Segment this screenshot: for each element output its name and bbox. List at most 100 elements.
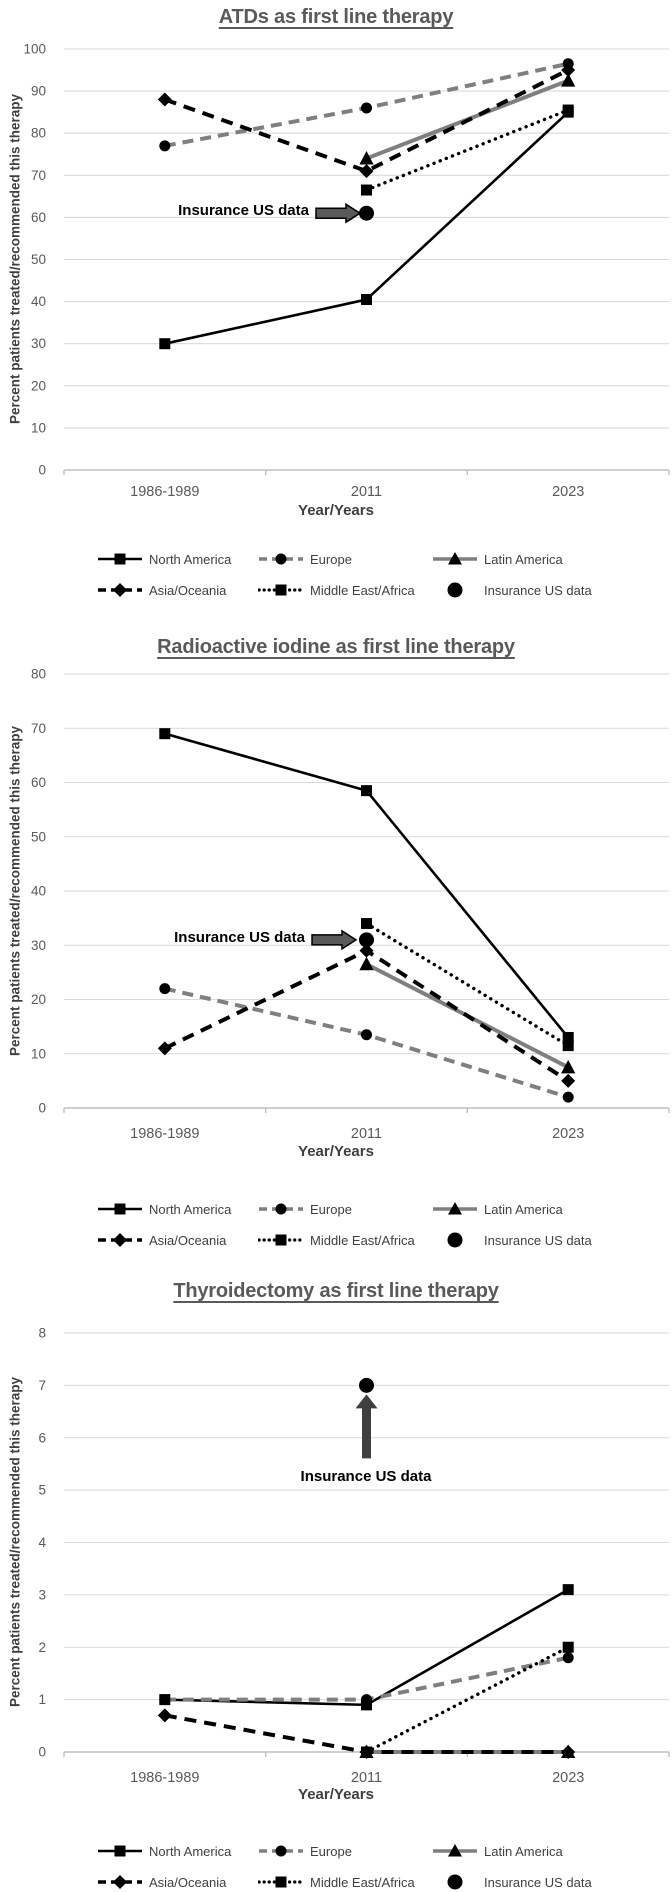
y-tick-label: 6 [38,1430,46,1445]
series-line-north-america [164,732,570,1039]
legend-item-europe: Europe [258,1841,352,1861]
y-tick-label: 1 [38,1692,46,1707]
data-point-insurance-us-data [359,932,374,948]
legend-item-label: Middle East/Africa [310,1874,415,1890]
filled-circle-icon [447,582,463,598]
chart1-y-axis-title: Percent patients treated/recommended thi… [7,93,23,425]
x-category-label: 2023 [552,1770,584,1786]
legend-item-middle-east-africa: Middle East/Africa [258,580,415,600]
chart3-x-axis-title: Year/Years [298,1786,374,1803]
x-category-label: 1986-1989 [130,1770,199,1786]
chart2-title: Radioactive iodine as first line therapy [157,636,515,658]
y-tick-label: 80 [31,667,46,682]
legend-item-asia-oceania: Asia/Oceania [97,580,226,600]
data-point-north-america [562,1031,574,1043]
legend-item-label: North America [149,1843,232,1859]
y-tick-label: 60 [31,210,46,225]
data-point-north-america [159,338,171,350]
data-point-europe [562,1652,574,1664]
dashed-line-circle-icon [259,1203,303,1215]
series-line-middle-east-africa [364,1645,570,1754]
y-tick-label: 90 [31,84,46,99]
x-category-label: 2011 [351,484,382,500]
y-tick-label: 8 [38,1326,46,1341]
x-category-label: 1986-1989 [130,484,199,500]
data-point-europe [361,102,372,114]
data-point-latin-america [561,73,576,87]
legend-item-asia-oceania: Asia/Oceania [97,1230,226,1250]
data-point-asia-oceania [561,1745,576,1759]
data-point-europe [159,140,171,152]
data-point-europe [159,983,171,995]
chart1-x-axis-title: Year/Years [298,502,374,519]
data-point-europe [361,1694,372,1706]
y-tick-label: 0 [38,1101,46,1116]
dashed-line-diamond-icon [98,583,142,597]
data-point-insurance-us-data [359,205,374,221]
data-point-north-america [361,785,372,797]
legend-item-latin-america: Latin America [432,549,563,569]
y-tick-label: 50 [31,829,46,844]
legend-item-insurance-us-data: Insurance US data [432,1872,592,1892]
dotted-line-square-icon [258,1234,304,1246]
legend-item-label: North America [149,551,232,567]
dashed-line-circle-icon [259,553,303,565]
chart3-title: Thyroidectomy as first line therapy [173,1280,499,1302]
data-point-north-america [361,293,372,305]
legend-item-label: Middle East/Africa [310,582,415,598]
solid-line-square-icon [98,1845,142,1857]
data-point-asia-oceania [561,63,576,78]
solid-line-triangle-icon [433,1202,477,1215]
legend-item-label: Insurance US data [484,1874,592,1890]
dotted-line-square-icon [258,584,304,596]
solid-line-triangle-icon [433,1844,477,1857]
legend-item-label: Europe [310,1201,352,1217]
data-point-asia-oceania [359,164,374,179]
chart3-y-axis-title: Percent patients treated/recommended thi… [7,1376,23,1708]
y-tick-label: 30 [31,336,46,351]
legend-item-label: Latin America [484,1201,563,1217]
y-tick-label: 5 [38,1483,46,1498]
y-tick-label: 50 [31,252,46,267]
dashed-line-diamond-icon [98,1875,142,1889]
y-tick-label: 0 [38,463,46,478]
y-tick-label: 3 [38,1587,46,1602]
legend-item-north-america: North America [97,1841,231,1861]
legend-item-label: Middle East/Africa [310,1232,415,1248]
solid-line-square-icon [98,1203,142,1215]
data-point-north-america [159,728,171,740]
legend-item-label: Asia/Oceania [149,1232,227,1248]
data-point-europe [361,1029,372,1041]
y-tick-label: 70 [31,721,46,736]
legend-item-label: Latin America [484,1843,563,1859]
legend-item-label: Asia/Oceania [149,582,227,598]
dashed-line-circle-icon [259,1845,303,1857]
legend-item-middle-east-africa: Middle East/Africa [258,1230,415,1250]
series-line-asia-oceania [164,68,570,174]
data-point-north-america [562,1584,574,1596]
y-tick-label: 0 [38,1745,46,1760]
series-line-middle-east-africa [364,921,570,1048]
series-line-europe [164,986,569,1100]
legend-item-asia-oceania: Asia/Oceania [97,1872,226,1892]
data-point-asia-oceania [561,1073,576,1088]
filled-circle-icon [447,1232,463,1248]
solid-line-triangle-icon [433,552,477,565]
legend-item-label: Insurance US data [484,582,592,598]
x-category-label: 2023 [552,484,584,500]
data-point-latin-america [561,1059,576,1074]
data-point-asia-oceania [157,1041,172,1056]
legend-item-label: Europe [310,1843,352,1859]
data-point-middle-east-africa [562,104,574,116]
data-point-middle-east-africa [361,184,372,196]
arrow-up-icon [355,1394,378,1459]
arrow-right-icon [311,929,358,951]
y-tick-label: 80 [31,126,46,141]
legend-item-label: Europe [310,551,352,567]
y-tick-label: 100 [23,42,46,57]
legend-item-europe: Europe [258,1199,352,1219]
legend-item-europe: Europe [258,549,352,569]
filled-circle-icon [447,1874,463,1890]
